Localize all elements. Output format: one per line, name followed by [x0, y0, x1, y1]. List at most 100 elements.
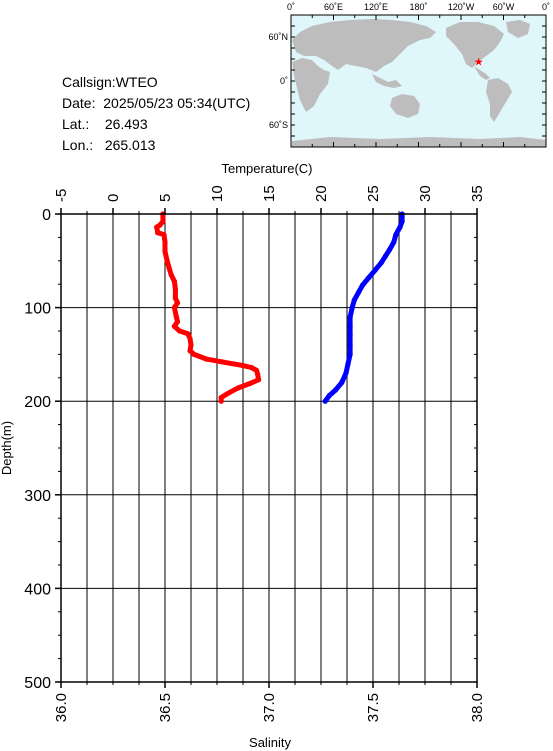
- temperature-tick-label: 10: [209, 185, 226, 202]
- salinity-point: [387, 247, 393, 253]
- land-australia: [390, 94, 420, 118]
- temperature-point: [248, 364, 254, 371]
- map-lat-tick-label: 60˚N: [268, 32, 288, 42]
- temperature-point: [224, 391, 230, 397]
- temperature-point: [219, 359, 225, 365]
- temperature-point: [240, 363, 246, 369]
- temperature-point: [161, 232, 167, 238]
- salinity-point: [326, 393, 332, 399]
- temperature-point: [174, 319, 181, 325]
- lon-label: Lon.:: [62, 137, 94, 153]
- temperature-point: [160, 218, 166, 225]
- map-lon-tick-label: 0˚: [542, 2, 550, 12]
- salinity-point: [391, 239, 397, 245]
- depth-tick-label: 500: [24, 675, 51, 692]
- temperature-point: [162, 248, 168, 254]
- temperature-point: [154, 224, 160, 230]
- depth-axis-label: Depth(m): [0, 421, 14, 475]
- depth-tick-label: 0: [42, 207, 51, 224]
- salinity-point: [349, 305, 355, 311]
- salinity-point: [345, 361, 351, 367]
- temperature-tick-label: 0: [105, 194, 122, 202]
- land-south-america: [486, 78, 512, 122]
- salinity-point: [355, 290, 361, 296]
- salinity-point: [382, 253, 389, 259]
- salinity-point: [339, 379, 345, 386]
- temperature-point: [218, 394, 224, 401]
- salinity-point: [378, 260, 384, 266]
- map-lon-tick-label: 120˚W: [448, 2, 475, 12]
- salinity-tick-label: 36.0: [53, 693, 70, 722]
- temperature-tick-label: 20: [313, 185, 330, 202]
- temperature-point: [174, 300, 181, 306]
- location-marker-icon: ★: [474, 57, 484, 69]
- temperature-point: [185, 331, 191, 337]
- salinity-point: [372, 267, 378, 273]
- depth-tick-label: 400: [24, 581, 51, 598]
- map-lon-tick-label: 0˚: [287, 2, 295, 12]
- chart-grid: [60, 214, 478, 682]
- temperature-point: [168, 272, 174, 278]
- lat-row: Lat.: 26.493: [62, 114, 250, 135]
- salinity-point: [322, 398, 328, 404]
- map-lon-tick-label: 180˚: [409, 2, 427, 12]
- temperature-axis-label: Temperature(C): [221, 161, 312, 176]
- lat-label: Lat.:: [62, 116, 90, 132]
- temperature-tick-label: 25: [365, 185, 382, 202]
- land-eurasia: [292, 19, 436, 72]
- chart-series: [154, 211, 405, 404]
- lat-value: 26.493: [104, 116, 148, 132]
- date-row: Date: 2025/05/23 05:34(UTC): [62, 93, 250, 114]
- callsign-label: Callsign:: [62, 74, 116, 90]
- temperature-point: [172, 295, 178, 301]
- temperature-tick-label: 30: [417, 185, 434, 202]
- station-info: Callsign:WTEO Date: 2025/05/23 05:34(UTC…: [62, 72, 250, 156]
- lon-row: Lon.: 265.013: [62, 135, 250, 156]
- land-southeast-asia: [372, 74, 402, 88]
- map-lon-tick-label: 60˚W: [493, 2, 515, 12]
- salinity-point: [351, 297, 357, 303]
- depth-tick-label: 200: [24, 394, 51, 411]
- land-greenland: [506, 20, 530, 38]
- date-label: Date:: [62, 95, 96, 111]
- temperature-point: [187, 335, 193, 342]
- land-africa: [292, 58, 330, 112]
- temperature-tick-label: 35: [469, 185, 486, 202]
- map-lon-tick-label: 60˚E: [324, 2, 343, 12]
- salinity-point: [347, 333, 353, 339]
- temperature-point: [218, 398, 224, 404]
- temperature-point: [172, 286, 178, 292]
- salinity-point: [366, 275, 372, 281]
- land-central-america: [474, 66, 490, 80]
- temperature-point: [255, 371, 261, 377]
- lon-value: 265.013: [104, 137, 156, 153]
- temperature-point: [155, 230, 161, 236]
- temperature-point: [235, 385, 241, 391]
- depth-tick-label: 100: [24, 301, 51, 318]
- salinity-point: [360, 282, 366, 288]
- temperature-point: [256, 377, 262, 383]
- temperature-point: [177, 328, 183, 334]
- map-lat-tick-label: 0˚: [280, 76, 288, 86]
- salinity-point: [347, 323, 353, 329]
- salinity-tick-label: 36.5: [157, 693, 174, 722]
- temperature-point: [171, 305, 177, 311]
- salinity-point: [399, 218, 405, 225]
- salinity-point: [347, 342, 353, 348]
- salinity-point: [333, 387, 339, 393]
- location-map: 0˚ 60˚E 120˚E 180˚ 120˚W 60˚W 0˚ 60˚N 0˚ 60˚S ★: [268, 2, 550, 148]
- temperature-point: [164, 258, 170, 264]
- salinity-point: [397, 224, 403, 230]
- salinity-point: [347, 314, 353, 320]
- land-north-america: [446, 22, 504, 68]
- map-ticks: 0˚ 60˚E 120˚E 180˚ 120˚W 60˚W 0˚ 60˚N 0˚ 60˚S: [268, 2, 550, 148]
- map-lon-tick-label: 120˚E: [364, 2, 388, 12]
- salinity-point: [347, 351, 353, 357]
- depth-tick-label: 300: [24, 488, 51, 505]
- date-value: 2025/05/23 05:34(UTC): [103, 95, 251, 111]
- temperature-point: [171, 278, 177, 284]
- temperature-point: [191, 351, 197, 357]
- salinity-point: [343, 370, 349, 376]
- callsign-value: WTEO: [115, 74, 158, 90]
